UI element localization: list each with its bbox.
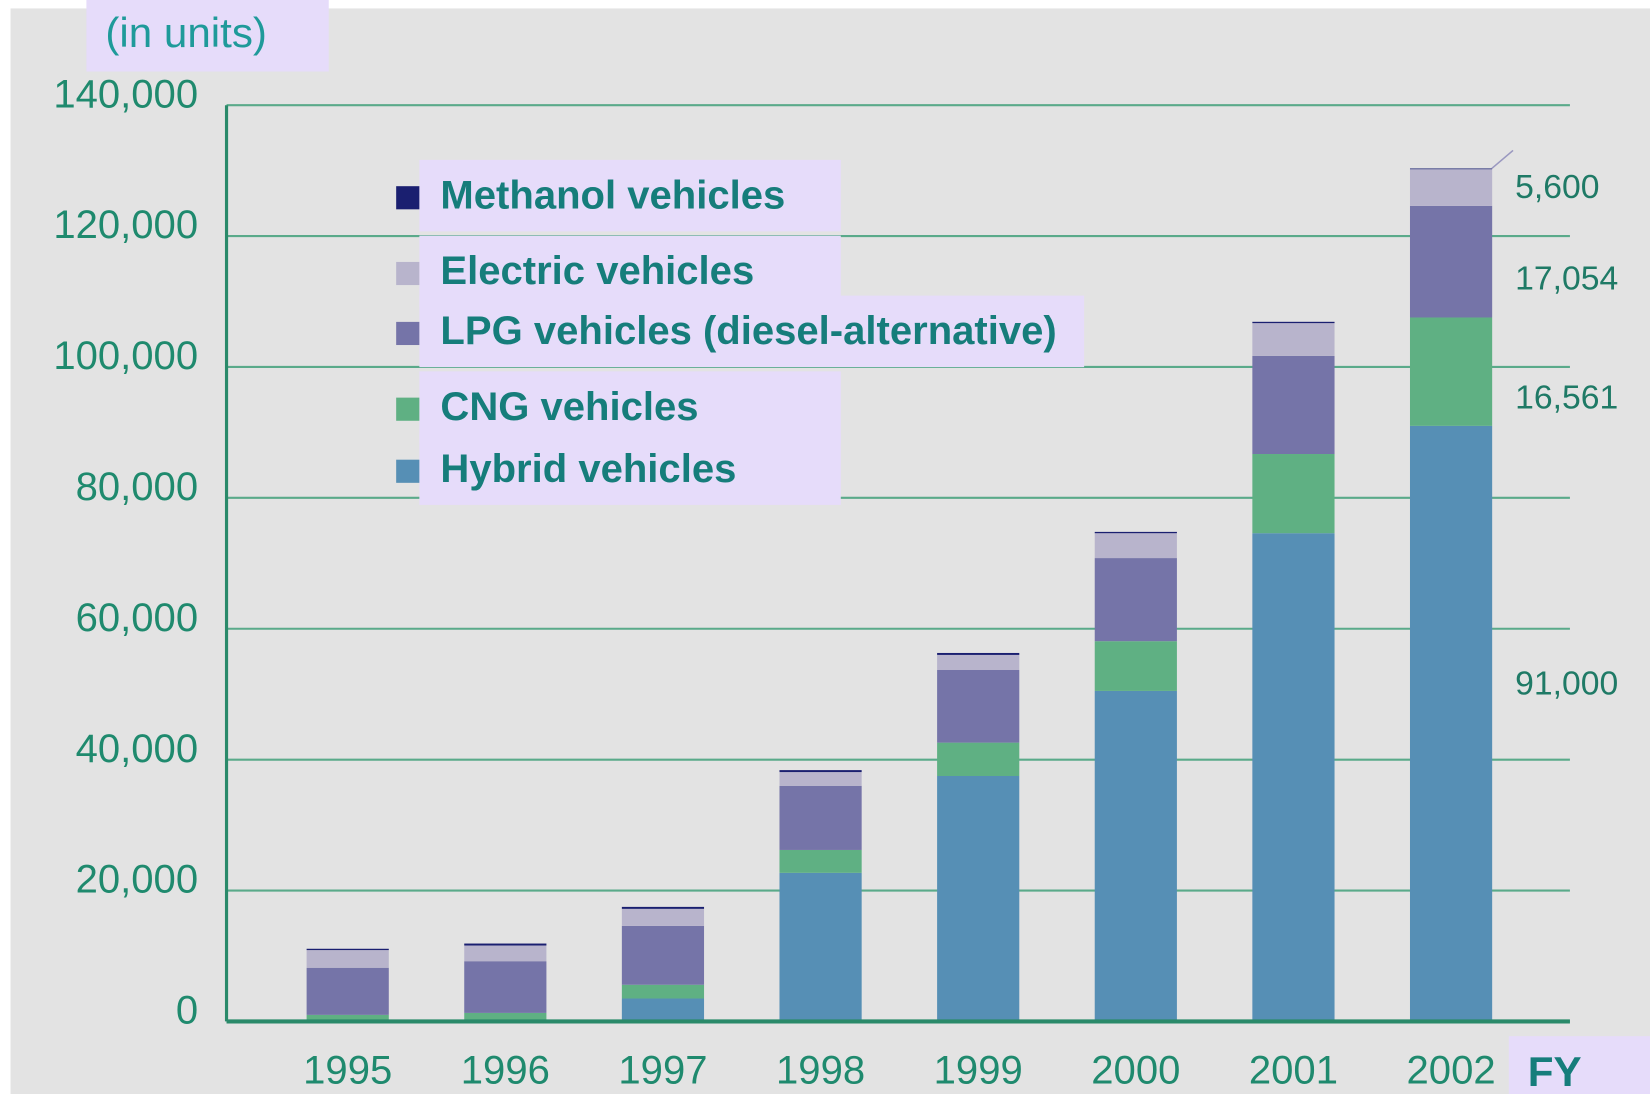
bar-segment (779, 772, 862, 786)
y-tick-label: 120,000 (53, 203, 198, 247)
bar-segment (779, 770, 862, 773)
legend-swatch (396, 459, 420, 483)
x-tick-label: 1996 (461, 1049, 550, 1093)
bar-segment (306, 967, 389, 1015)
legend-box (419, 295, 1085, 368)
bar-segment (1252, 533, 1335, 1022)
bar-segment (464, 943, 547, 946)
legend-label: Hybrid vehicles (440, 447, 736, 491)
bar-segment (779, 872, 862, 1022)
bar-segment (464, 961, 547, 1013)
unit-label-box (86, 0, 329, 72)
leader-line (1491, 149, 1514, 169)
y-tick-label: 0 (176, 989, 198, 1033)
bar-segment (1409, 205, 1493, 318)
x-tick-label: 1999 (934, 1049, 1023, 1093)
bar-segment (1094, 558, 1177, 642)
y-tick-label: 140,000 (53, 72, 198, 116)
x-label-box (1508, 1036, 1650, 1094)
bar-segment (937, 654, 1020, 670)
bar-segment (621, 906, 705, 909)
bar-segment (1094, 531, 1177, 534)
bar-segment (621, 925, 705, 985)
bar-segment (1252, 323, 1335, 356)
bar-segment (937, 742, 1020, 776)
bar-segment (1094, 641, 1177, 691)
legend-swatch (396, 397, 420, 421)
x-tick-label: 2000 (1091, 1049, 1180, 1093)
bar-segment (306, 950, 389, 968)
bar-segment (779, 849, 862, 873)
bar-segment (1252, 355, 1335, 455)
bar-segment (306, 948, 389, 951)
bar-segment (464, 1012, 547, 1022)
bar-segment (937, 669, 1020, 743)
legend-label: LPG vehicles (diesel-alternative) (440, 309, 1056, 353)
x-tick-label: 1995 (303, 1049, 392, 1093)
bar-segment (306, 1014, 389, 1022)
legend-box (419, 235, 841, 308)
x-tick-label: 1997 (618, 1049, 707, 1093)
bar-segment (937, 775, 1020, 1022)
bar-segment (1409, 168, 1493, 170)
legend-box (419, 433, 841, 505)
legend-label: Methanol vehicles (440, 173, 785, 217)
bar-segment (1409, 317, 1493, 426)
legend-label: CNG vehicles (440, 385, 698, 429)
legend-swatch (396, 261, 420, 286)
x-tick-label: 1998 (776, 1049, 865, 1093)
bar-segment (779, 785, 862, 850)
x-axis-label: FY (1528, 1048, 1582, 1094)
data-label: 17,054 (1515, 261, 1618, 298)
bar-segment (1252, 454, 1335, 534)
bar-segment (1094, 533, 1177, 559)
bar-segment (1409, 425, 1493, 1022)
y-unit-label: (in units) (105, 9, 267, 56)
bar-segment (621, 998, 705, 1022)
data-label: 5,600 (1515, 169, 1599, 206)
bar-segment (1252, 321, 1335, 324)
bar-segment (464, 945, 547, 962)
x-tick-label: 2002 (1407, 1049, 1496, 1093)
legend-swatch (396, 321, 420, 346)
bar-segment (621, 908, 705, 926)
data-label: 91,000 (1515, 666, 1618, 703)
y-tick-label: 20,000 (76, 858, 198, 902)
legend-label: Electric vehicles (440, 249, 754, 293)
bar-segment (621, 984, 705, 999)
bar-segment (1094, 690, 1177, 1022)
data-label: 16,561 (1515, 380, 1618, 417)
x-tick-label: 2001 (1249, 1049, 1338, 1093)
legend-box (419, 159, 841, 232)
legend-box (419, 371, 841, 443)
y-tick-label: 80,000 (76, 465, 198, 509)
y-tick-label: 60,000 (76, 596, 198, 640)
legend-swatch (396, 186, 420, 210)
bar-segment (937, 652, 1020, 655)
bar-segment (1409, 169, 1493, 206)
y-tick-label: 40,000 (76, 727, 198, 771)
y-tick-label: 100,000 (53, 334, 198, 378)
